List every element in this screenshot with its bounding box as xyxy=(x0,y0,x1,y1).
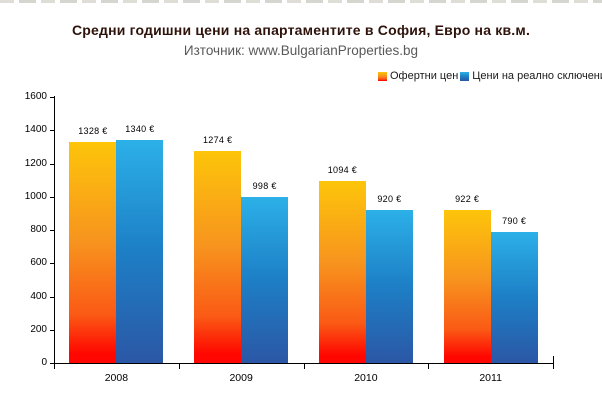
bar-value-label-2010-offer: 1094 € xyxy=(327,165,358,176)
bar-value-label-2008-offer: 1328 € xyxy=(78,126,108,137)
x-axis-label: 2008 xyxy=(104,372,129,384)
y-axis-label: 400 xyxy=(30,290,47,302)
bar-2009-deal xyxy=(241,197,289,363)
top-dotted-border xyxy=(0,0,602,3)
bar-2011-deal xyxy=(490,231,538,363)
y-axis-label: 0 xyxy=(41,357,47,368)
y-axis-label: 1000 xyxy=(24,190,47,202)
bar-value-label-2010-deal: 920 € xyxy=(377,194,402,205)
y-axis-tick xyxy=(50,263,54,265)
legend-label-deal: Цени на реално сключени сде xyxy=(472,70,602,82)
deal-series-swatch-icon xyxy=(460,71,470,81)
legend: Офертни цен Цени на реално сключени сде xyxy=(378,70,602,82)
bar-2011-offer xyxy=(443,209,491,363)
chart-title: Средни годишни цени на апартаментите в С… xyxy=(71,22,531,38)
y-axis-tick xyxy=(50,329,54,331)
x-axis-label: 2011 xyxy=(479,372,502,384)
x-axis-end-tick xyxy=(553,356,554,363)
y-axis-label: 200 xyxy=(30,323,47,335)
x-axis-label: 2010 xyxy=(354,372,378,384)
x-axis-tick xyxy=(54,364,55,369)
bar-2010-offer xyxy=(318,181,366,363)
y-axis-tick xyxy=(50,230,54,231)
bar-value-label-2011-offer: 922 € xyxy=(455,193,480,204)
y-axis-label: 1600 xyxy=(24,91,47,102)
x-axis-tick xyxy=(428,364,430,369)
bar-2010-deal xyxy=(365,210,413,363)
y-axis-label: 800 xyxy=(30,224,47,235)
bar-2008-deal xyxy=(116,140,164,363)
y-axis-tick xyxy=(50,196,54,198)
legend-label-offer: Офертни цен xyxy=(390,70,459,82)
bar-2009-offer xyxy=(194,151,242,363)
bar-value-label-2009-offer: 1274 € xyxy=(202,135,233,146)
x-axis-tick xyxy=(178,364,180,369)
y-axis-tick xyxy=(50,363,54,364)
y-axis-tick xyxy=(50,97,54,98)
chart-source-subtitle: Източник: www.BulgarianProperties.bg xyxy=(183,43,419,58)
y-axis-label: 1400 xyxy=(24,124,47,136)
y-axis-tick xyxy=(50,163,54,165)
offer-series-swatch-icon xyxy=(378,71,387,81)
x-axis-label: 2009 xyxy=(229,372,253,384)
x-axis-line xyxy=(54,363,554,364)
bar-value-label-2008-deal: 1340 € xyxy=(125,124,155,135)
legend-item-deal: Цени на реално сключени сде xyxy=(460,70,602,82)
legend-item-offer: Офертни цен xyxy=(378,70,458,82)
y-axis-tick xyxy=(50,296,54,298)
y-axis-label: 600 xyxy=(30,257,47,269)
bar-value-label-2009-deal: 998 € xyxy=(252,181,277,192)
y-axis-tick xyxy=(50,130,54,132)
bar-2008-offer xyxy=(69,142,117,363)
bar-value-label-2011-deal: 790 € xyxy=(502,215,527,226)
x-axis-tick xyxy=(303,364,305,369)
y-axis-label: 1200 xyxy=(24,157,47,169)
x-axis-tick xyxy=(553,364,554,369)
y-axis-line xyxy=(54,96,55,364)
